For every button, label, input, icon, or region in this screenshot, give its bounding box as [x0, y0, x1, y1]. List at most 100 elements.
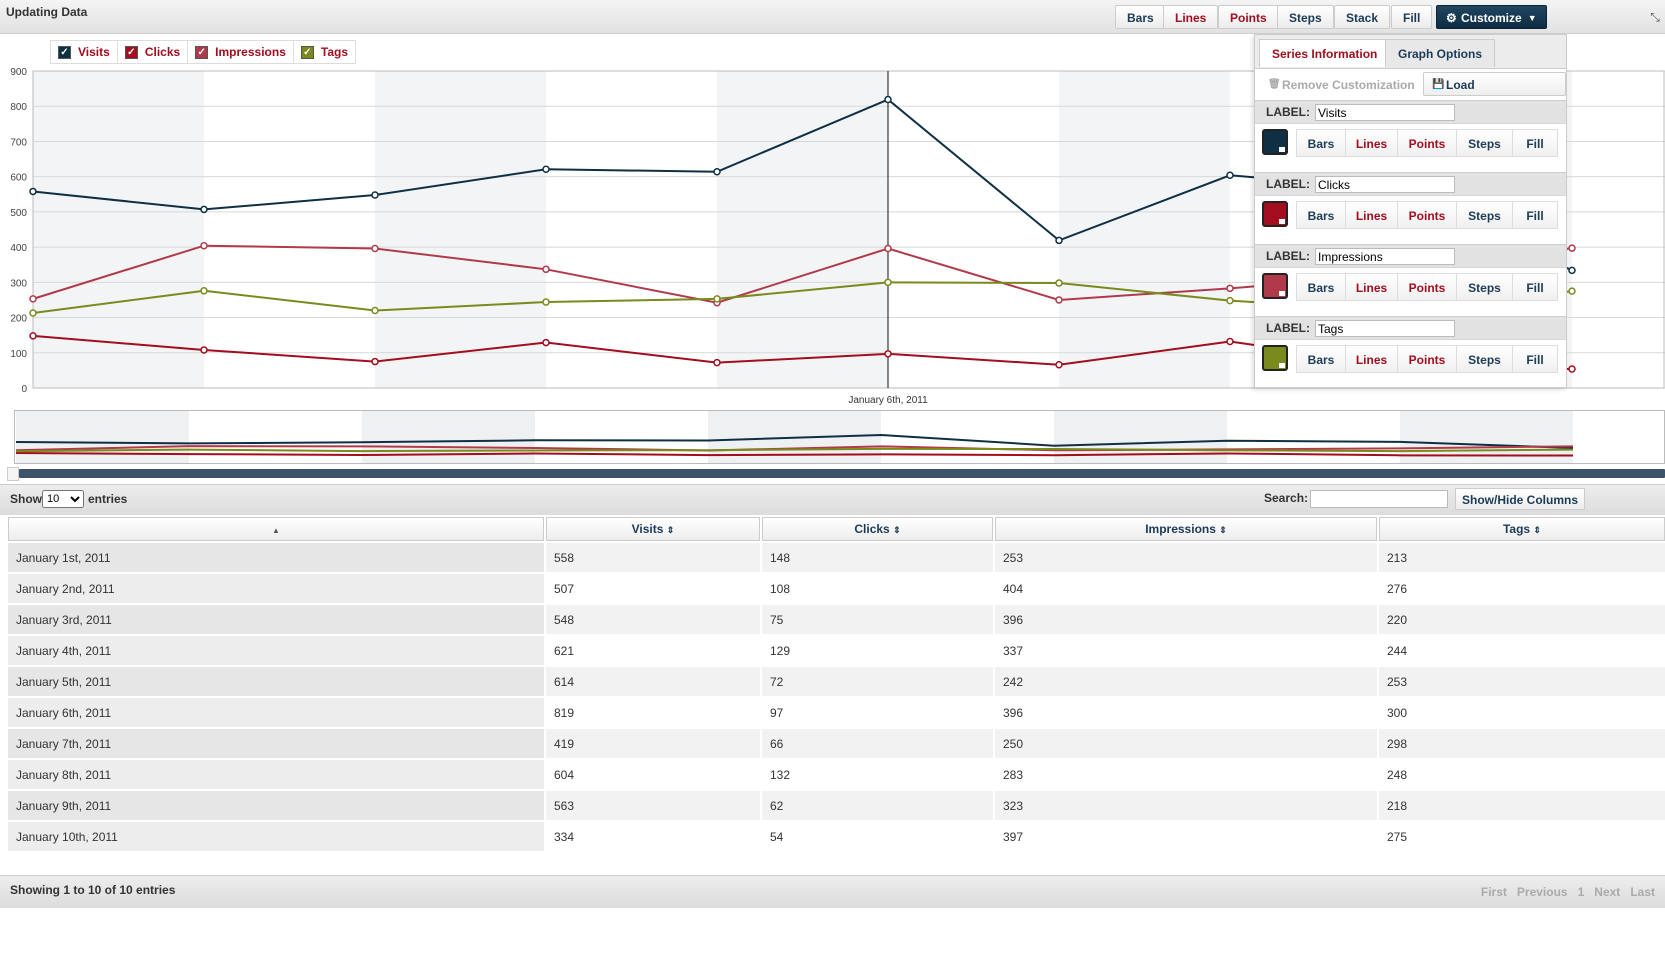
- series-lines-button[interactable]: Lines: [1345, 129, 1398, 157]
- sort-icon: ⇕: [666, 525, 675, 535]
- series-lines-button[interactable]: Lines: [1345, 201, 1398, 229]
- bars-button[interactable]: Bars: [1115, 5, 1166, 29]
- label-caption: LABEL:: [1266, 249, 1310, 263]
- legend-item-clicks[interactable]: ✓ Clicks: [118, 41, 189, 63]
- series-points-button[interactable]: Points: [1397, 201, 1457, 229]
- data-point-visits: [1568, 266, 1576, 275]
- column-header-date[interactable]: ▲: [8, 517, 544, 541]
- pager-first[interactable]: First: [1480, 885, 1507, 899]
- steps-button[interactable]: Steps: [1277, 5, 1334, 29]
- column-header-tags[interactable]: Tags ⇕: [1379, 517, 1665, 541]
- cell-tags: 220: [1379, 605, 1665, 634]
- color-swatch[interactable]: [1262, 273, 1288, 299]
- series-steps-button[interactable]: Steps: [1456, 273, 1513, 301]
- series-lines-button[interactable]: Lines: [1345, 345, 1398, 373]
- data-point-visits: [884, 95, 892, 104]
- load-customization-button[interactable]: 💾 Load Customization: [1423, 72, 1566, 116]
- cell-impressions: 323: [995, 791, 1377, 820]
- search-label: Search:: [1264, 491, 1309, 505]
- remove-customization-button[interactable]: 🗑 Remove Customization: [1259, 72, 1424, 96]
- series-label-input[interactable]: [1315, 320, 1455, 337]
- overview-chart[interactable]: [14, 410, 1665, 465]
- series-points-button[interactable]: Points: [1397, 129, 1457, 157]
- legend-item-visits[interactable]: ✓ Visits: [51, 41, 118, 63]
- points-button[interactable]: Points: [1218, 5, 1279, 29]
- series-points-button[interactable]: Points: [1397, 273, 1457, 301]
- data-point-tags: [1055, 279, 1063, 287]
- series-fill-button[interactable]: Fill: [1512, 273, 1558, 301]
- color-swatch[interactable]: [1262, 129, 1288, 155]
- data-point-clicks: [371, 357, 379, 366]
- customize-button[interactable]: ⚙ Customize ▼: [1436, 5, 1547, 29]
- series-label-input[interactable]: [1315, 176, 1455, 193]
- series-label-input[interactable]: [1315, 104, 1455, 121]
- stack-button[interactable]: Stack: [1334, 5, 1391, 29]
- lines-button[interactable]: Lines: [1163, 5, 1219, 29]
- series-steps-button[interactable]: Steps: [1456, 345, 1513, 373]
- column-header-impressions[interactable]: Impressions ⇕: [995, 517, 1377, 541]
- legend-item-impressions[interactable]: ✓ Impressions: [188, 41, 294, 63]
- data-point-clicks: [542, 338, 550, 347]
- table-row: January 7th, 2011 419 66 250 298: [8, 729, 1665, 758]
- legend-label: Tags: [320, 45, 348, 59]
- chart-legend: ✓ Visits ✓ Clicks ✓ Impressions ✓ Tags: [50, 40, 356, 64]
- tab-graph-options[interactable]: Graph Options: [1385, 39, 1495, 67]
- scroll-left-handle[interactable]: [7, 467, 19, 481]
- series-bars-button[interactable]: Bars: [1296, 129, 1346, 157]
- cell-impressions: 283: [995, 760, 1377, 789]
- cell-visits: 563: [546, 791, 760, 820]
- series-label-input[interactable]: [1315, 248, 1455, 265]
- legend-item-tags[interactable]: ✓ Tags: [294, 41, 355, 63]
- cell-tags: 275: [1379, 822, 1665, 851]
- hover-date-label: January 6th, 2011: [848, 395, 928, 406]
- column-header-clicks[interactable]: Clicks ⇕: [762, 517, 993, 541]
- pager-page-1[interactable]: 1: [1577, 885, 1585, 899]
- cell-date: January 10th, 2011: [8, 822, 544, 851]
- cell-impressions: 337: [995, 636, 1377, 665]
- data-point-visits: [200, 205, 208, 214]
- series-lines-button[interactable]: Lines: [1345, 273, 1398, 301]
- data-point-clicks: [1568, 365, 1576, 373]
- color-swatch[interactable]: [1262, 345, 1288, 371]
- series-fill-button[interactable]: Fill: [1512, 129, 1558, 157]
- column-header-visits[interactable]: Visits ⇕: [546, 517, 760, 541]
- series-fill-button[interactable]: Fill: [1512, 201, 1558, 229]
- table-info: Showing 1 to 10 of 10 entries: [10, 883, 176, 897]
- checkbox-icon: ✓: [124, 45, 138, 59]
- plot-border: [32, 70, 1665, 389]
- color-swatch[interactable]: [1262, 201, 1288, 227]
- series-bars-button[interactable]: Bars: [1296, 201, 1346, 229]
- cell-impressions: 397: [995, 822, 1377, 851]
- expand-icon[interactable]: ⤡: [1650, 10, 1660, 24]
- label-caption: LABEL:: [1266, 177, 1310, 191]
- pager-previous[interactable]: Previous: [1516, 885, 1568, 899]
- cell-impressions: 250: [995, 729, 1377, 758]
- remove-customization-label: Remove Customization: [1282, 78, 1415, 92]
- tab-series-information[interactable]: Series Information: [1259, 39, 1391, 67]
- show-hide-columns-button[interactable]: Show/Hide Columns: [1455, 488, 1586, 510]
- page-size-select[interactable]: 10: [42, 490, 84, 508]
- range-scrollbar[interactable]: [19, 469, 1665, 478]
- fill-button[interactable]: Fill: [1391, 5, 1433, 29]
- table-row: January 1st, 2011 558 148 253 213: [8, 543, 1665, 572]
- pager-next[interactable]: Next: [1594, 885, 1621, 899]
- pager-last[interactable]: Last: [1630, 885, 1655, 899]
- table-row: January 9th, 2011 563 62 323 218: [8, 791, 1665, 820]
- sort-icon: ⇕: [1219, 525, 1227, 535]
- series-steps-button[interactable]: Steps: [1456, 201, 1513, 229]
- series-bars-button[interactable]: Bars: [1296, 273, 1346, 301]
- series-steps-button[interactable]: Steps: [1456, 129, 1513, 157]
- cell-impressions: 396: [995, 698, 1377, 727]
- table-footer: Showing 1 to 10 of 10 entries First Prev…: [0, 875, 1665, 908]
- cell-date: January 4th, 2011: [8, 636, 544, 665]
- cell-tags: 248: [1379, 760, 1665, 789]
- y-tick-label: 0: [21, 384, 27, 395]
- series-fill-button[interactable]: Fill: [1512, 345, 1558, 373]
- data-point-clicks: [1055, 361, 1063, 369]
- search-input[interactable]: [1310, 490, 1448, 508]
- series-points-button[interactable]: Points: [1397, 345, 1457, 373]
- cell-tags: 213: [1379, 543, 1665, 572]
- cell-tags: 298: [1379, 729, 1665, 758]
- series-bars-button[interactable]: Bars: [1296, 345, 1346, 373]
- cell-tags: 253: [1379, 667, 1665, 696]
